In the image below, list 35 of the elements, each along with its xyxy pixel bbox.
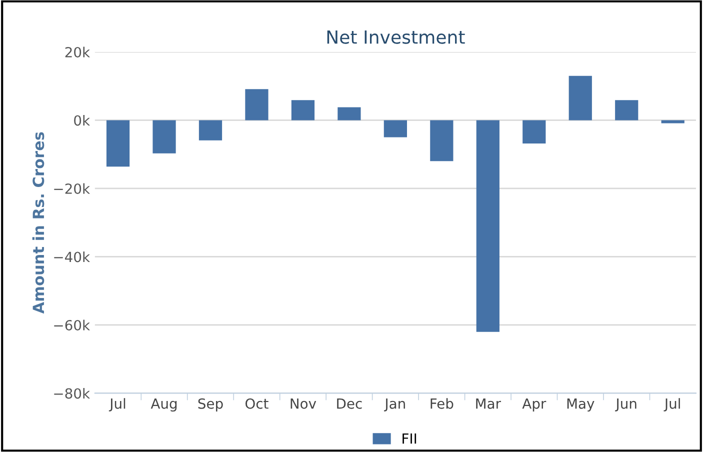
bar	[245, 89, 268, 120]
bar	[384, 120, 407, 138]
bar	[476, 120, 500, 332]
x-tick-label: Sep	[198, 398, 223, 412]
bar	[106, 120, 130, 167]
bar	[198, 120, 222, 140]
bar	[430, 120, 454, 162]
y-tick-label: −20k	[54, 183, 90, 194]
x-tick-label: Jul	[108, 398, 126, 412]
y-tick-label: 20k	[65, 46, 90, 58]
x-tick-label: Mar	[476, 398, 502, 409]
chart-title: Net Investment	[327, 30, 465, 44]
x-tick-label: Nov	[290, 398, 316, 409]
bar	[661, 120, 684, 124]
bar	[615, 100, 638, 120]
bar	[522, 120, 546, 144]
y-axis-title: Amount in Rs. Crores	[32, 132, 44, 314]
bar	[291, 100, 315, 120]
bar	[152, 120, 176, 154]
x-tick-label: Jul	[664, 398, 680, 412]
x-tick-label: Feb	[430, 398, 454, 409]
bar	[338, 107, 361, 120]
y-tick-label: 0k	[74, 114, 90, 126]
x-tick-label: Aug	[150, 398, 177, 412]
x-tick-label: Apr	[522, 398, 546, 412]
y-tick-label: −60k	[54, 320, 90, 330]
x-tick-label: Jan	[384, 398, 405, 412]
x-tick-label: May	[567, 398, 594, 412]
x-tick-label: Jun	[615, 398, 636, 412]
x-tick-label: Oct	[246, 398, 268, 409]
y-tick-label: −80k	[54, 388, 90, 399]
bar	[568, 76, 592, 120]
y-tick-label: −40k	[54, 251, 90, 262]
legend-label: FII	[402, 433, 416, 444]
x-tick-label: Dec	[337, 398, 362, 409]
